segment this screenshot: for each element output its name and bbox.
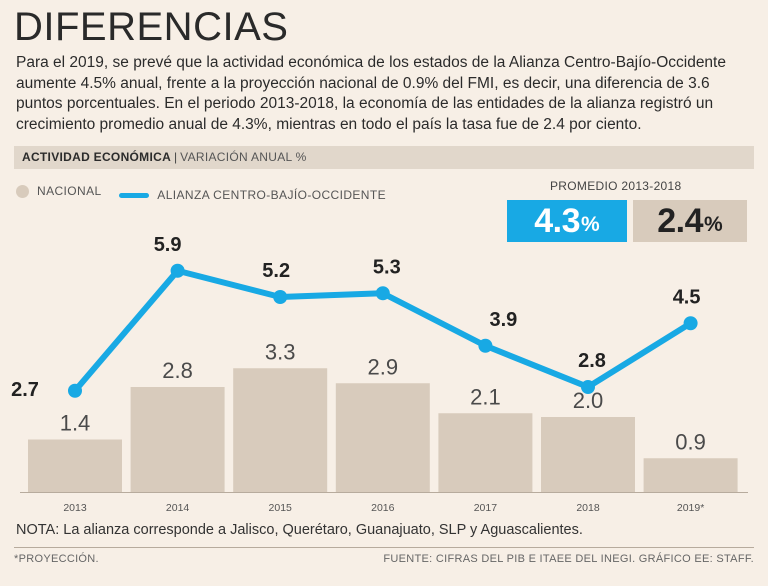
bar-label-2014: 2.8 xyxy=(162,358,193,383)
point-alliance-2014 xyxy=(170,263,185,278)
bar-label-2015: 3.3 xyxy=(265,339,296,364)
point-alliance-2013 xyxy=(68,383,82,398)
footnote: NOTA: La alianza corresponde a Jalisco, … xyxy=(16,522,583,538)
point-alliance-2015 xyxy=(273,290,288,304)
legend-alliance-label: ALIANZA CENTRO-BAJÍO-OCCIDENTE xyxy=(157,188,386,202)
bar-national-2013 xyxy=(28,439,122,492)
chart-legend: NACIONAL ALIANZA CENTRO-BAJÍO-OCCIDENTE xyxy=(16,184,400,202)
bar-national-2018 xyxy=(541,417,635,492)
x-tick-2013: 2013 xyxy=(63,502,87,514)
bar-national-2017 xyxy=(438,413,533,492)
chart-subtitle: VARIACIÓN ANUAL % xyxy=(180,150,307,164)
bar-national-2016 xyxy=(335,383,430,492)
x-tick-2017: 2017 xyxy=(474,502,498,514)
bar-label-2017: 2.1 xyxy=(470,384,501,409)
average-national-unit: % xyxy=(704,213,723,236)
chart-title: ACTIVIDAD ECONÓMICA xyxy=(22,150,172,164)
line-label-2014: 5.9 xyxy=(154,234,182,256)
bar-national-2019* xyxy=(643,458,738,492)
legend-alliance-swatch xyxy=(119,192,150,198)
line-label-2016: 5.3 xyxy=(373,256,401,278)
source-credit: FUENTE: CIFRAS DEL PIB E ITAEE DEL INEGI… xyxy=(383,553,754,565)
average-alliance-badge: 4.3% xyxy=(507,200,627,242)
line-label-2015: 5.2 xyxy=(262,260,290,282)
intro-text: Para el 2019, se prevé que la actividad … xyxy=(16,54,726,133)
line-label-2017: 3.9 xyxy=(489,309,517,331)
x-tick-2018: 2018 xyxy=(576,502,600,514)
bar-label-2016: 2.9 xyxy=(368,354,399,379)
x-tick-2015: 2015 xyxy=(269,502,293,514)
chart-section-header: ACTIVIDAD ECONÓMICA | VARIACIÓN ANUAL % xyxy=(14,146,754,169)
bar-label-2013: 1.4 xyxy=(60,411,91,436)
legend-item-national: NACIONAL xyxy=(16,184,102,198)
line-label-2019*: 4.5 xyxy=(673,286,701,308)
legend-national-swatch xyxy=(16,184,29,198)
x-tick-2019*: 2019* xyxy=(677,502,704,514)
x-tick-2014: 2014 xyxy=(166,502,190,514)
average-national-badge: 2.4% xyxy=(633,200,747,242)
line-label-2018: 2.8 xyxy=(578,350,606,372)
bar-national-2015 xyxy=(233,368,328,492)
average-alliance-unit: % xyxy=(581,213,600,236)
page-title: DIFERENCIAS xyxy=(14,5,289,49)
title-separator: | xyxy=(174,150,178,164)
bar-national-2014 xyxy=(130,387,225,492)
footer: *PROYECCIÓN. FUENTE: CIFRAS DEL PIB E IT… xyxy=(14,547,754,565)
legend-national-label: NACIONAL xyxy=(37,184,102,198)
legend-item-alliance: ALIANZA CENTRO-BAJÍO-OCCIDENTE xyxy=(119,188,386,202)
point-alliance-2017 xyxy=(478,338,493,353)
x-tick-2016: 2016 xyxy=(371,502,395,514)
line-label-2013: 2.7 xyxy=(11,379,39,401)
average-title: PROMEDIO 2013-2018 xyxy=(550,179,682,193)
average-alliance-value: 4.3 xyxy=(534,201,581,240)
projection-note: *PROYECCIÓN. xyxy=(14,553,99,565)
point-alliance-2016 xyxy=(375,286,390,301)
bar-label-2019*: 0.9 xyxy=(675,429,706,454)
point-alliance-2018 xyxy=(581,380,595,394)
average-national-value: 2.4 xyxy=(657,201,704,240)
point-alliance-2019* xyxy=(683,316,698,331)
